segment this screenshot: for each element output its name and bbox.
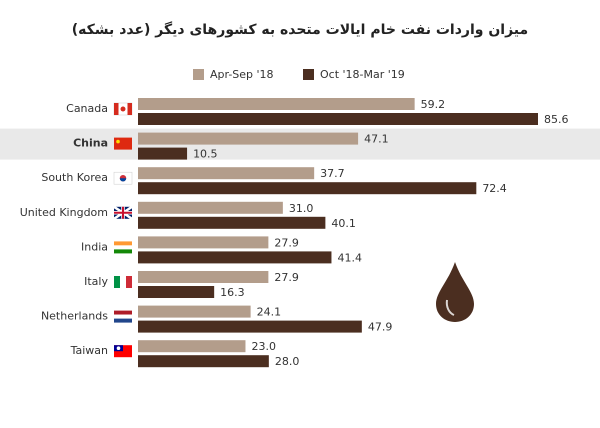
category-label: South Korea [41,171,108,184]
value-label: 72.4 [482,182,507,195]
bar [138,320,362,333]
flag-icon [113,205,133,220]
bar [138,340,246,353]
bar [138,98,415,110]
category-label: China [73,137,108,150]
category-label: Taiwan [70,344,108,357]
category-label: India [81,240,108,253]
value-label: 16.3 [220,286,245,299]
flag [114,314,132,319]
legend-swatch [303,69,314,80]
flag-icon [114,276,132,288]
bar [138,201,283,214]
value-label: 10.5 [193,148,218,161]
flag [120,276,126,288]
legend-label: Oct '18-Mar '19 [320,68,405,81]
bar [138,271,269,283]
flag-icon [114,137,132,150]
flag [119,178,127,182]
flag [116,346,121,351]
category-label: Italy [84,275,108,288]
flag-icon [113,102,133,116]
flag-icon [114,241,132,254]
bar [138,147,188,160]
category-label: Netherlands [41,310,108,323]
category-label: United Kingdom [20,206,108,219]
value-label: 23.0 [251,340,275,353]
flag [116,139,120,144]
flag [114,249,132,254]
flag [127,103,132,115]
bar [138,132,359,145]
value-label: 27.9 [274,236,299,249]
oil-drop [436,262,474,322]
flag [114,137,132,150]
flag [114,206,132,219]
bar [138,216,326,229]
flag [114,241,132,246]
legend-swatch [193,69,204,80]
flag [114,318,132,323]
flag-icon [113,171,133,185]
flag [114,103,119,115]
value-label: 41.4 [337,251,362,264]
flag [114,245,132,250]
value-label: 47.9 [368,321,393,334]
flag [114,310,132,315]
value-label: 85.6 [544,113,569,126]
bar [138,251,332,264]
flag-icon [114,310,132,323]
bar [138,182,477,195]
bar [138,167,315,180]
value-label: 40.1 [331,217,356,230]
chart-title: میزان واردات نفت خام ایالات متحده به کشو… [72,21,528,38]
bar [138,305,251,318]
flag [126,276,132,288]
flag [114,276,120,288]
value-label: 28.0 [275,355,300,368]
value-label: 27.9 [274,271,299,284]
category-label: Canada [66,102,108,115]
bar [138,236,269,249]
value-label: 24.1 [257,306,282,319]
value-label: 37.7 [320,167,345,180]
bar [138,286,215,298]
flag-icon [114,345,132,358]
bar [138,355,269,368]
value-label: 31.0 [289,202,314,215]
value-label: 59.2 [421,98,446,111]
legend-label: Apr-Sep '18 [210,68,274,81]
value-label: 47.1 [364,133,389,146]
bar [138,113,538,125]
flag [120,106,126,112]
